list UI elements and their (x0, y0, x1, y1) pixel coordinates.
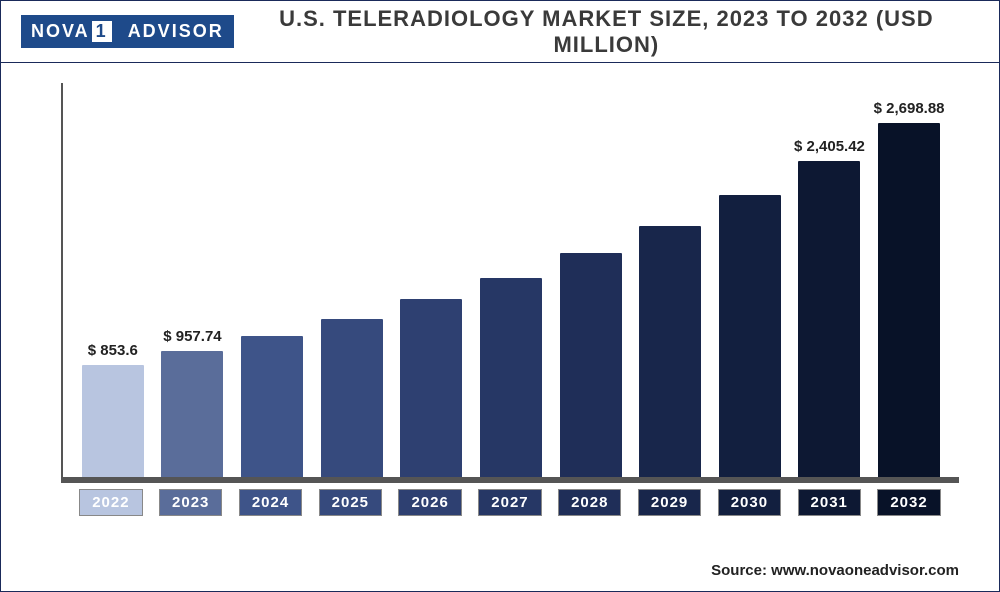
x-axis-label: 2022 (74, 489, 148, 516)
bar-slot (713, 189, 787, 477)
bar (719, 195, 781, 477)
chart-area: $ 853.6 $ 957.74 $ 2,405.42 $ 2,698.88 2022… (1, 63, 999, 533)
bar (480, 278, 542, 477)
bar (798, 161, 860, 477)
bar (321, 319, 383, 477)
bar-value-label: $ 2,698.88 (874, 100, 945, 117)
x-axis-label: 2032 (872, 489, 946, 516)
chart-title: U.S. TELERADIOLOGY MARKET SIZE, 2023 TO … (234, 6, 979, 58)
x-axis-label: 2026 (393, 489, 467, 516)
x-axis-label: 2030 (712, 489, 786, 516)
x-axis-label: 2028 (553, 489, 627, 516)
bar (639, 226, 701, 477)
header: NOVA 1 ADVISOR U.S. TELERADIOLOGY MARKET… (1, 1, 999, 63)
bar (241, 336, 303, 477)
bar-value-label: $ 853.6 (88, 342, 138, 359)
logo-text-advisor: ADVISOR (120, 15, 234, 48)
bar-slot: $ 853.6 (76, 342, 150, 477)
bar (400, 299, 462, 477)
x-axis-labels: 2022 2023 2024 2025 2026 2027 2028 2029 2030 2031… (61, 483, 959, 516)
bar (878, 123, 940, 477)
year-label-box: 2025 (319, 489, 382, 516)
bar-slot: $ 2,405.42 (792, 138, 866, 477)
logo-part-nova: NOVA 1 (21, 15, 120, 48)
source-text: Source: www.novaoneadvisor.com (711, 562, 959, 579)
year-label-box: 2022 (79, 489, 142, 516)
logo-text-nova: NOVA (31, 21, 90, 42)
bar-slot (633, 220, 707, 477)
bars-container: $ 853.6 $ 957.74 $ 2,405.42 $ 2,698.88 (63, 83, 959, 477)
bar (560, 253, 622, 477)
year-label-box: 2031 (798, 489, 861, 516)
x-axis-line (61, 477, 959, 483)
bar (82, 365, 144, 477)
year-label-box: 2024 (239, 489, 302, 516)
bar-slot (474, 272, 548, 477)
year-label-box: 2023 (159, 489, 222, 516)
bar-slot: $ 957.74 (155, 328, 229, 477)
bar-value-label: $ 2,405.42 (794, 138, 865, 155)
year-label-box: 2030 (718, 489, 781, 516)
x-axis-label: 2023 (154, 489, 228, 516)
x-axis-label: 2031 (792, 489, 866, 516)
x-axis-label: 2027 (473, 489, 547, 516)
bar-slot (235, 330, 309, 477)
bar (161, 351, 223, 477)
bar-slot (394, 293, 468, 477)
chart-plot: $ 853.6 $ 957.74 $ 2,405.42 $ 2,698.88 (61, 83, 959, 483)
year-label-box: 2028 (558, 489, 621, 516)
bar-slot (554, 247, 628, 477)
logo-text-one: 1 (92, 21, 112, 42)
year-label-box: 2029 (638, 489, 701, 516)
x-axis-label: 2029 (633, 489, 707, 516)
bar-value-label: $ 957.74 (163, 328, 221, 345)
year-label-box: 2032 (877, 489, 940, 516)
logo: NOVA 1 ADVISOR (21, 15, 234, 48)
year-label-box: 2027 (478, 489, 541, 516)
x-axis-label: 2024 (234, 489, 308, 516)
x-axis-label: 2025 (313, 489, 387, 516)
bar-slot: $ 2,698.88 (872, 100, 946, 477)
year-label-box: 2026 (398, 489, 461, 516)
bar-slot (315, 313, 389, 477)
